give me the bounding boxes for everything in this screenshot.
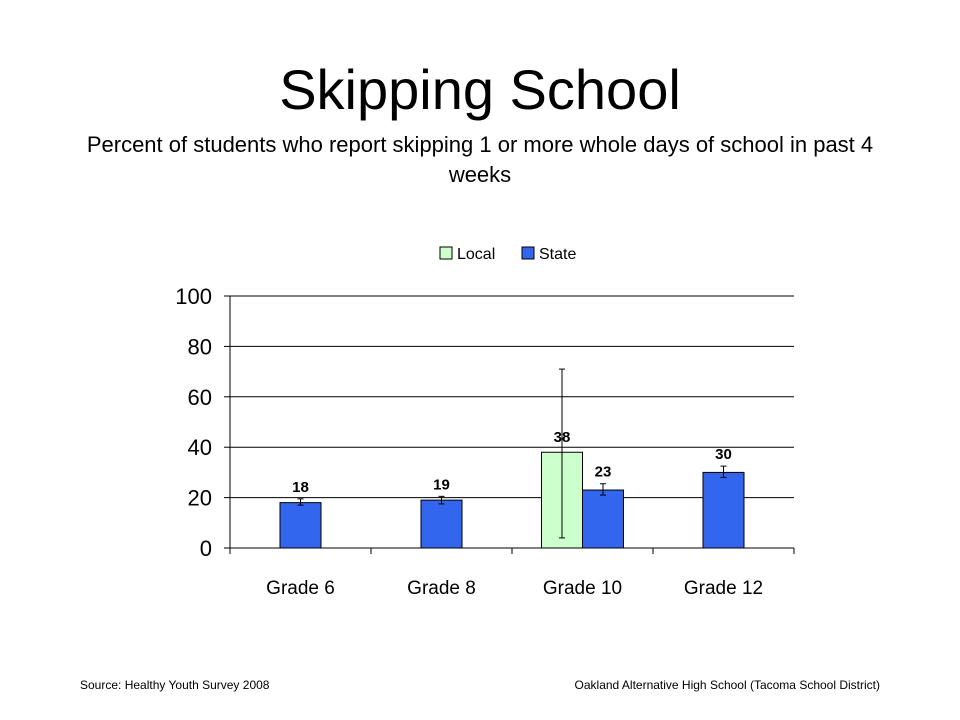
data-label: 38 (554, 429, 571, 446)
source-note: Source: Healthy Youth Survey 2008 (80, 678, 270, 692)
y-tick-label: 20 (188, 486, 212, 511)
y-tick-label: 0 (200, 536, 212, 561)
x-tick-label: Grade 12 (684, 578, 763, 599)
slide-title: Skipping School (279, 58, 681, 121)
data-label: 30 (715, 446, 732, 463)
data-label: 19 (433, 476, 450, 493)
y-tick-label: 40 (188, 435, 212, 460)
state-bar (279, 502, 322, 549)
state-bar (582, 489, 624, 549)
slide-subtitle: Percent of students who report skipping … (86, 132, 874, 187)
data-label: 23 (595, 464, 612, 481)
data-label: 18 (292, 479, 309, 496)
state-legend-label: State (539, 246, 576, 263)
x-tick-label: Grade 8 (407, 578, 476, 599)
x-tick-label: Grade 10 (543, 578, 622, 599)
y-tick-label: 80 (188, 334, 212, 359)
local-legend-label: Local (457, 246, 495, 263)
state-bar (702, 471, 745, 549)
y-tick-label: 60 (188, 385, 212, 410)
state-legend-swatch (521, 246, 535, 260)
school-name: Oakland Alternative High School (Tacoma … (574, 678, 880, 692)
state-bar (420, 499, 463, 549)
x-tick-label: Grade 6 (266, 578, 335, 599)
y-tick-label: 100 (175, 284, 212, 309)
local-legend-swatch (439, 246, 453, 260)
